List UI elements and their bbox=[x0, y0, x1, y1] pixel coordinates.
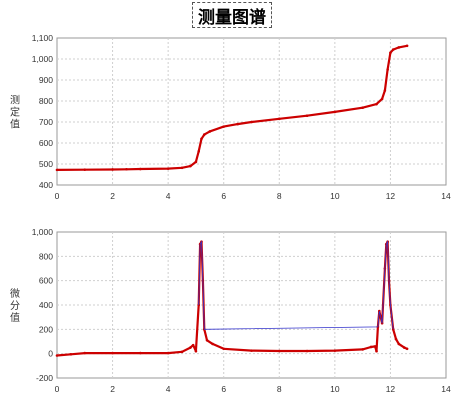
data-point bbox=[194, 349, 198, 353]
data-point bbox=[83, 168, 87, 171]
x-tick-label: 10 bbox=[330, 384, 340, 394]
x-tick-label: 6 bbox=[221, 384, 226, 394]
y-tick-label: 400 bbox=[39, 180, 53, 190]
data-point bbox=[194, 160, 198, 164]
data-point bbox=[208, 130, 212, 133]
y-tick-label: 700 bbox=[39, 117, 53, 127]
data-point bbox=[211, 342, 214, 346]
peak-overlay-line bbox=[198, 240, 394, 330]
y-tick-label: 900 bbox=[39, 75, 53, 85]
chart-measured-value: 0 2 4 6 8 10 12 14 400 500 600 700 800 900 1,000 1,100 测… bbox=[10, 33, 451, 201]
data-point bbox=[111, 351, 114, 355]
x-tick-label: 2 bbox=[110, 384, 115, 394]
x-tick-label: 6 bbox=[221, 191, 226, 201]
y-axis-label: 测定值 bbox=[10, 94, 20, 131]
data-point bbox=[333, 110, 337, 114]
data-point bbox=[405, 44, 409, 48]
y-tick-label: 200 bbox=[39, 324, 53, 334]
data-point bbox=[386, 68, 389, 71]
data-point bbox=[361, 106, 364, 110]
x-tick-label: 8 bbox=[277, 384, 282, 394]
data-point bbox=[277, 349, 281, 353]
x-tick-label: 4 bbox=[166, 191, 171, 201]
data-point bbox=[125, 167, 128, 171]
y-tick-label: 1,000 bbox=[32, 227, 54, 237]
data-point bbox=[391, 328, 395, 331]
x-tick-label: 2 bbox=[110, 191, 115, 201]
data-point bbox=[197, 150, 201, 153]
data-point bbox=[305, 349, 309, 353]
y-tick-label: 1,000 bbox=[32, 54, 54, 64]
series-line bbox=[56, 44, 408, 171]
page-title: 测量图谱 bbox=[192, 2, 272, 28]
data-point bbox=[189, 164, 192, 168]
data-point bbox=[391, 48, 395, 51]
data-point bbox=[277, 117, 281, 121]
y-tick-label: 800 bbox=[39, 251, 53, 261]
data-point bbox=[375, 349, 378, 353]
x-tick-label: 0 bbox=[55, 384, 60, 394]
data-point bbox=[222, 125, 226, 128]
y-tick-label: -200 bbox=[36, 373, 53, 383]
data-point bbox=[69, 352, 73, 356]
x-tick-label: 10 bbox=[330, 191, 340, 201]
data-point bbox=[389, 51, 392, 54]
data-point bbox=[222, 347, 226, 351]
y-tick-label: 400 bbox=[39, 300, 53, 310]
data-point bbox=[180, 350, 184, 354]
data-point bbox=[83, 351, 87, 355]
data-point bbox=[166, 351, 170, 355]
x-tick-label: 8 bbox=[277, 191, 282, 201]
data-point bbox=[236, 122, 239, 126]
data-point bbox=[180, 166, 184, 170]
data-point bbox=[202, 133, 206, 136]
y-tick-label: 1,100 bbox=[32, 33, 54, 43]
data-point bbox=[111, 168, 114, 171]
x-tick-label: 12 bbox=[386, 191, 396, 201]
data-point bbox=[383, 89, 387, 92]
y-tick-label: 800 bbox=[39, 96, 53, 106]
data-point bbox=[361, 348, 364, 351]
data-point bbox=[394, 337, 398, 341]
data-point bbox=[373, 345, 377, 348]
data-point bbox=[333, 349, 337, 352]
data-point bbox=[166, 167, 170, 170]
data-point bbox=[250, 120, 253, 124]
x-tick-label: 14 bbox=[441, 384, 451, 394]
data-point bbox=[305, 114, 309, 117]
y-tick-label: 500 bbox=[39, 159, 53, 169]
data-point bbox=[205, 338, 209, 342]
data-point bbox=[200, 137, 203, 141]
x-tick-label: 0 bbox=[55, 191, 60, 201]
data-point bbox=[403, 346, 406, 349]
data-point bbox=[191, 343, 195, 347]
data-point bbox=[369, 345, 373, 349]
data-point bbox=[189, 346, 192, 349]
data-point bbox=[55, 354, 59, 357]
data-point bbox=[397, 342, 401, 346]
data-point bbox=[139, 351, 142, 355]
x-tick-label: 14 bbox=[441, 191, 451, 201]
y-tick-label: 600 bbox=[39, 276, 53, 286]
data-point bbox=[139, 167, 142, 171]
data-point bbox=[397, 46, 401, 49]
data-point bbox=[405, 347, 409, 351]
data-point bbox=[375, 102, 378, 106]
y-tick-label: 600 bbox=[39, 138, 53, 148]
data-point bbox=[380, 97, 384, 101]
data-point bbox=[250, 349, 253, 352]
data-point bbox=[55, 168, 59, 172]
x-tick-label: 12 bbox=[386, 384, 396, 394]
y-tick-label: 0 bbox=[48, 349, 53, 359]
plot-frame bbox=[56, 37, 447, 186]
x-tick-label: 4 bbox=[166, 384, 171, 394]
y-axis-label: 微分值 bbox=[10, 287, 20, 324]
